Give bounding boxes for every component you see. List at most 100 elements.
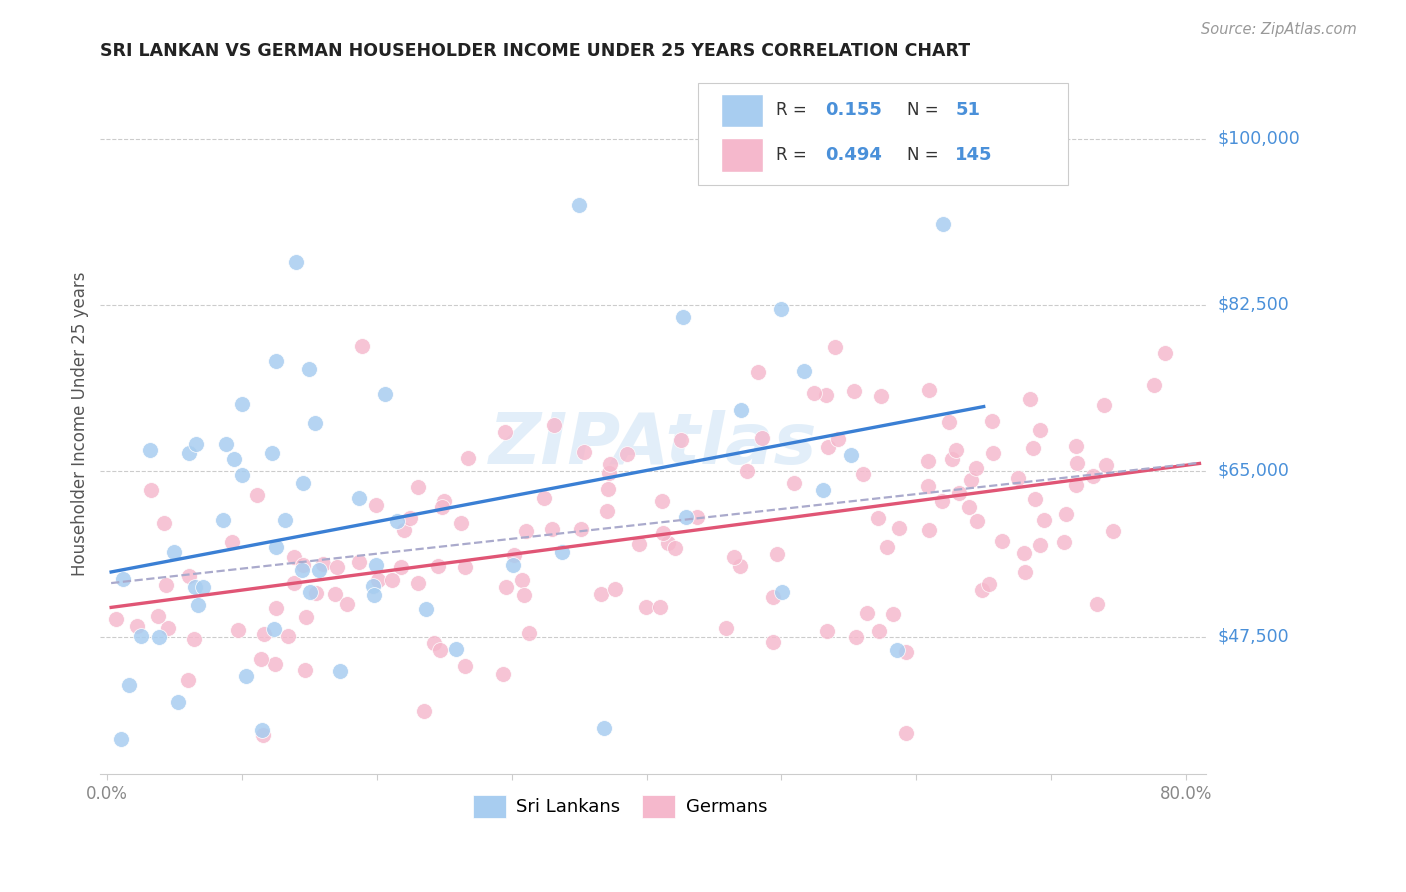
- Point: [938, 415, 960, 429]
- Point: [512, 573, 534, 587]
- Point: [634, 600, 657, 615]
- Point: [592, 721, 614, 735]
- Point: [215, 436, 238, 450]
- Point: [882, 607, 904, 621]
- Point: [457, 450, 479, 465]
- Point: [1143, 378, 1166, 392]
- Point: [648, 599, 671, 614]
- Point: [589, 586, 612, 600]
- Text: R =: R =: [776, 102, 813, 120]
- Point: [361, 579, 384, 593]
- Point: [347, 555, 370, 569]
- Point: [399, 511, 422, 525]
- Point: [277, 629, 299, 643]
- Point: [139, 442, 162, 457]
- Point: [433, 494, 456, 508]
- Point: [917, 453, 939, 467]
- Point: [817, 440, 839, 454]
- Point: [981, 414, 1004, 428]
- Point: [264, 601, 287, 615]
- Point: [453, 559, 475, 574]
- Point: [187, 598, 209, 612]
- Point: [599, 457, 621, 471]
- Point: [972, 582, 994, 597]
- Point: [292, 558, 315, 572]
- Point: [651, 493, 673, 508]
- Point: [224, 452, 246, 467]
- Text: 0.155: 0.155: [825, 102, 882, 120]
- Point: [226, 623, 249, 637]
- Point: [492, 667, 515, 681]
- Point: [118, 678, 141, 692]
- Point: [167, 694, 190, 708]
- Point: [367, 573, 389, 587]
- Point: [762, 635, 785, 649]
- Point: [374, 386, 396, 401]
- Point: [1054, 507, 1077, 521]
- Point: [596, 482, 619, 496]
- Text: N =: N =: [907, 102, 943, 120]
- Point: [326, 559, 349, 574]
- Point: [183, 580, 205, 594]
- Point: [364, 499, 387, 513]
- Point: [148, 631, 170, 645]
- Point: [814, 388, 837, 402]
- Point: [336, 597, 359, 611]
- Point: [295, 610, 318, 624]
- Point: [1081, 469, 1104, 483]
- Point: [571, 522, 593, 536]
- Point: [543, 418, 565, 433]
- Point: [364, 558, 387, 572]
- Point: [264, 657, 287, 671]
- Point: [533, 491, 555, 506]
- Point: [894, 645, 917, 659]
- Point: [250, 723, 273, 738]
- Point: [827, 433, 849, 447]
- Point: [966, 514, 988, 528]
- Text: N =: N =: [907, 146, 943, 164]
- Point: [664, 541, 686, 556]
- Point: [153, 516, 176, 530]
- Point: [515, 524, 537, 538]
- Point: [408, 575, 430, 590]
- Point: [264, 353, 287, 368]
- Point: [1064, 439, 1087, 453]
- Point: [957, 500, 980, 515]
- Point: [669, 434, 692, 448]
- Point: [1102, 524, 1125, 538]
- Point: [294, 664, 316, 678]
- Point: [105, 612, 128, 626]
- Point: [1085, 597, 1108, 611]
- Point: [839, 448, 862, 462]
- Point: [347, 491, 370, 505]
- Point: [260, 446, 283, 460]
- Point: [110, 732, 132, 747]
- Point: [941, 451, 963, 466]
- Point: [735, 464, 758, 478]
- Point: [155, 577, 177, 591]
- FancyBboxPatch shape: [721, 94, 763, 128]
- Point: [177, 569, 200, 583]
- Point: [363, 588, 385, 602]
- Point: [494, 425, 516, 440]
- Point: [141, 483, 163, 498]
- Point: [783, 476, 806, 491]
- Point: [1153, 345, 1175, 359]
- Point: [1022, 441, 1045, 455]
- Point: [960, 473, 983, 487]
- Point: [502, 558, 524, 572]
- Point: [426, 558, 449, 573]
- Point: [512, 588, 534, 602]
- Point: [311, 557, 333, 571]
- Point: [845, 631, 868, 645]
- Point: [1092, 398, 1115, 412]
- Point: [1014, 565, 1036, 579]
- Point: [896, 726, 918, 740]
- Point: [1053, 534, 1076, 549]
- Point: [918, 383, 941, 397]
- Point: [252, 627, 274, 641]
- FancyBboxPatch shape: [697, 83, 1069, 185]
- Point: [517, 625, 540, 640]
- Point: [125, 619, 148, 633]
- Point: [657, 535, 679, 549]
